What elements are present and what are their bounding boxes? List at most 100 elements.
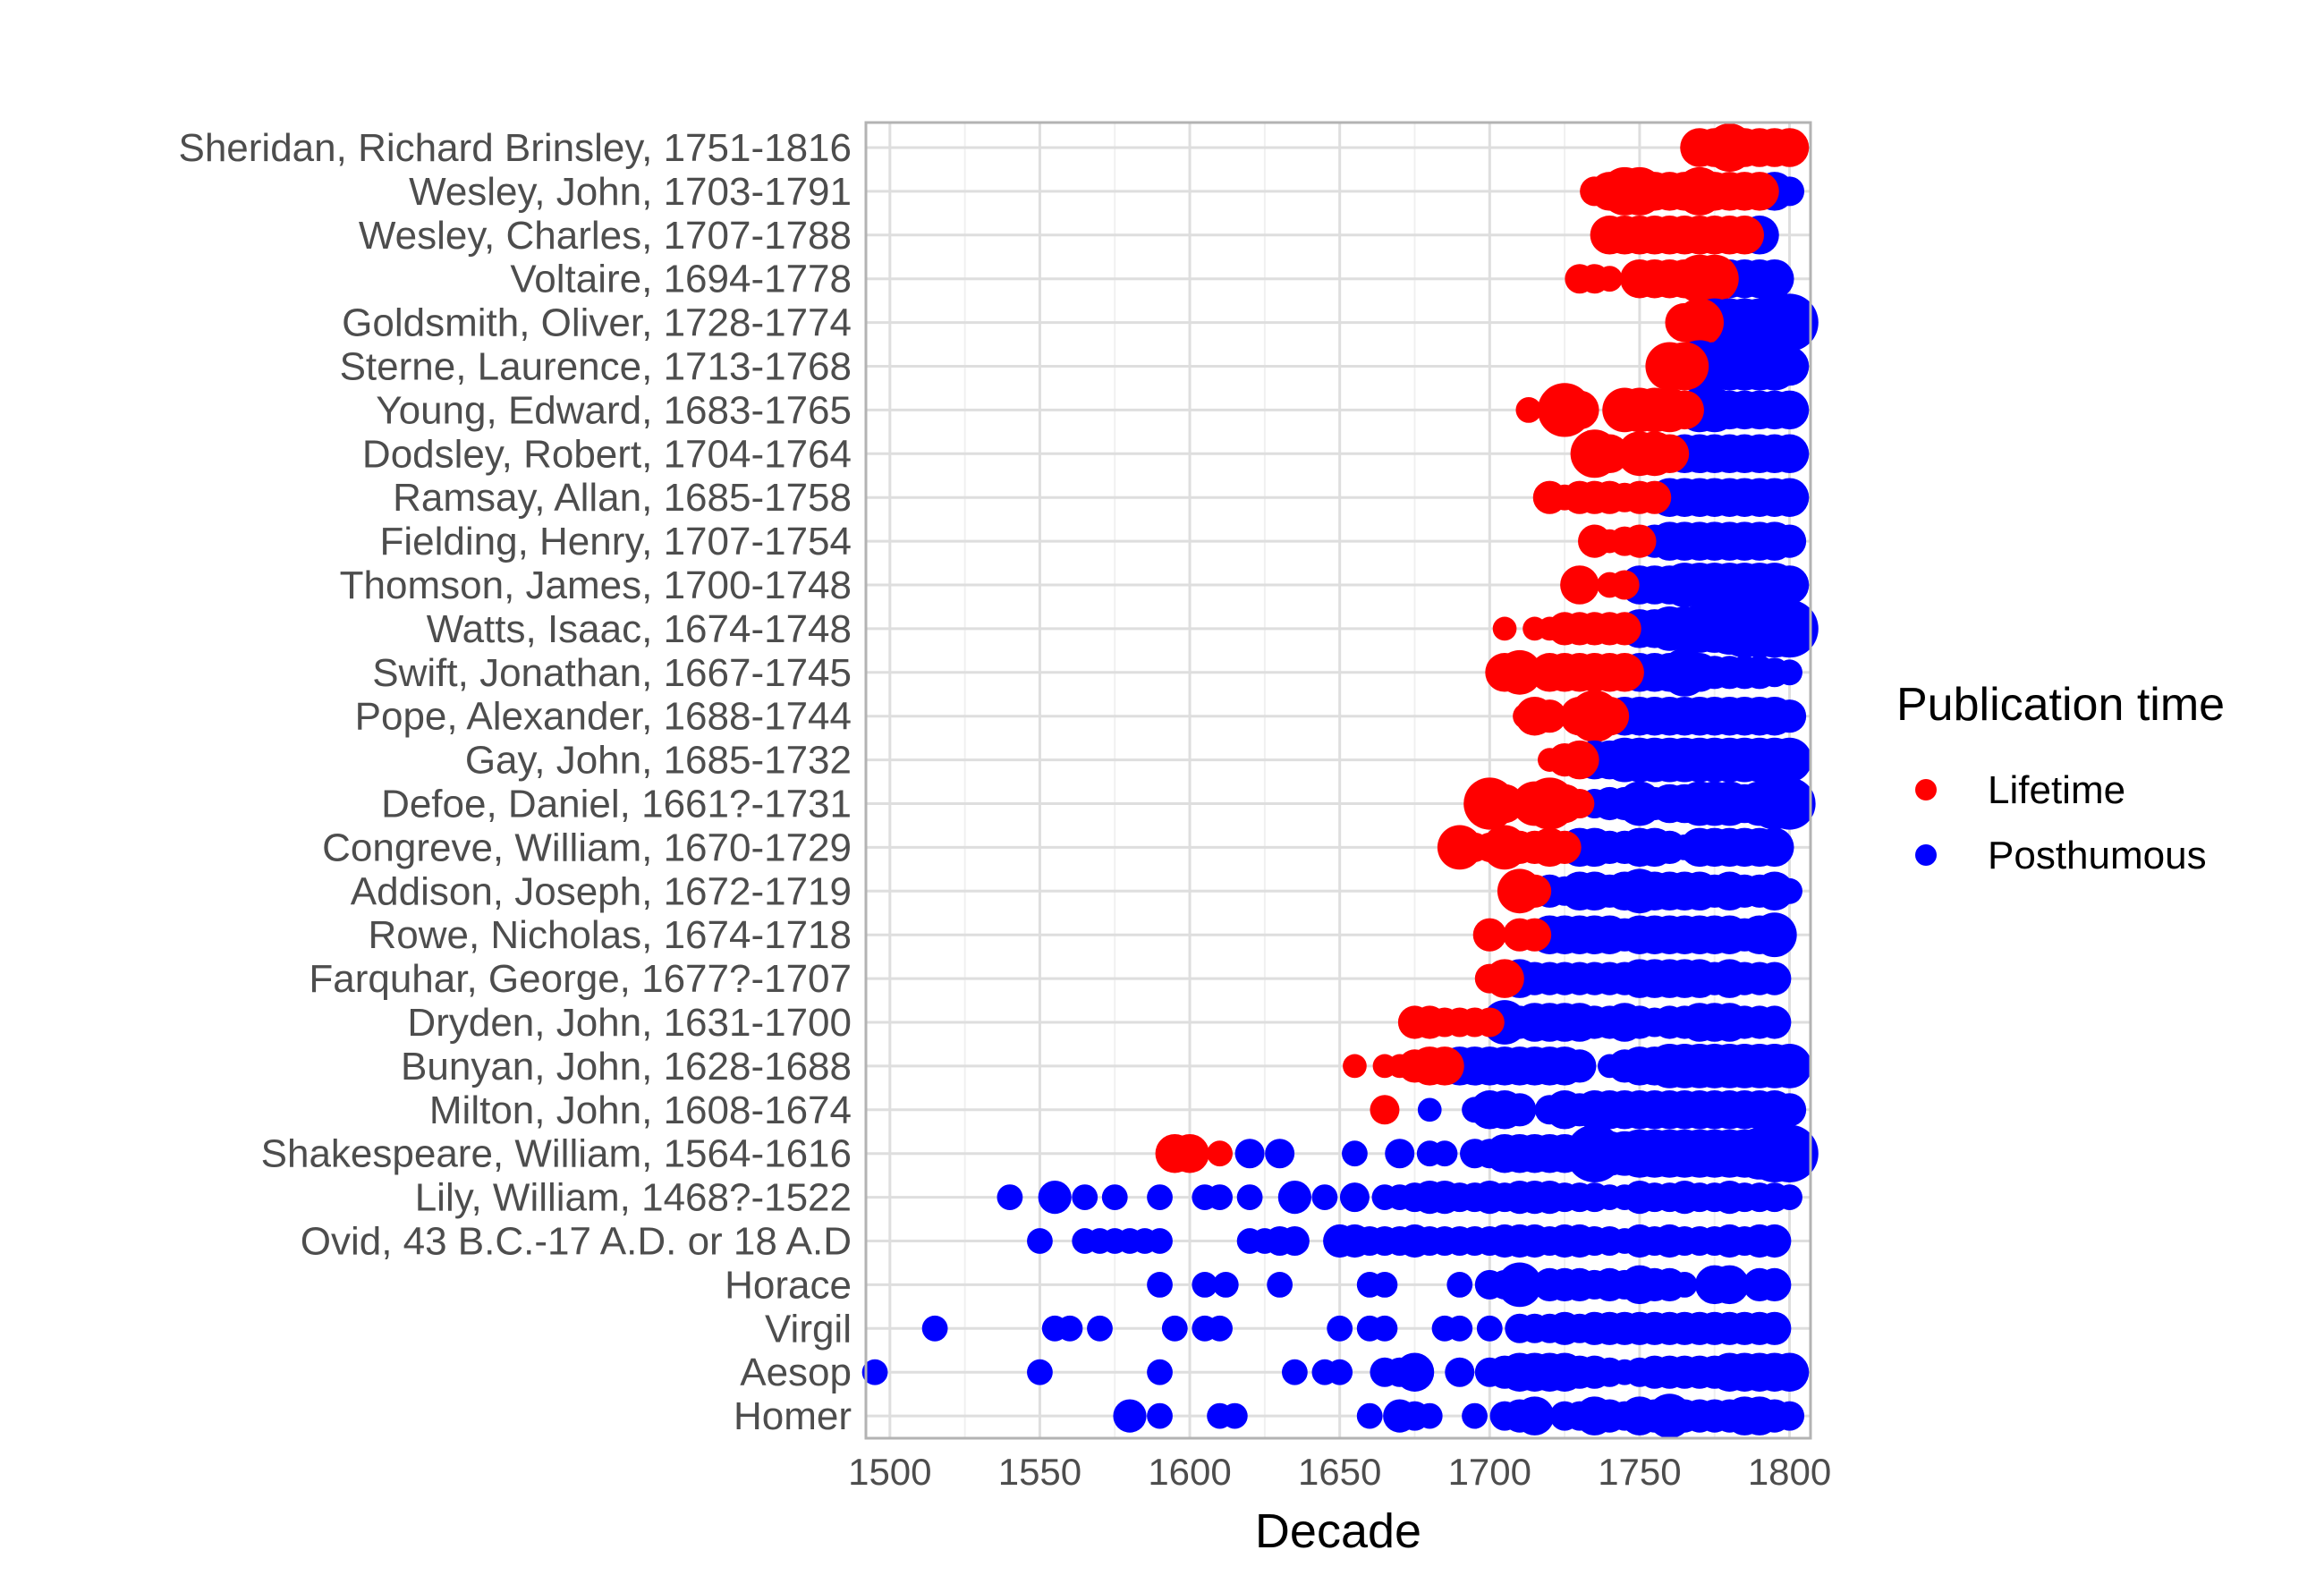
lifetime-point xyxy=(1690,254,1739,303)
lifetime-point xyxy=(1560,390,1599,430)
posthumous-point xyxy=(1147,1272,1173,1298)
author-label: Bunyan, John, 1628-1688 xyxy=(401,1045,852,1088)
x-tick-label: 1500 xyxy=(848,1451,931,1493)
lifetime-point xyxy=(1472,918,1506,952)
x-axis-ticks: 1500 1550 1600 1650 1700 1750 1800 xyxy=(848,1451,1831,1493)
posthumous-point xyxy=(1777,1184,1802,1210)
posthumous-point xyxy=(1751,912,1797,958)
posthumous-point xyxy=(1207,1315,1233,1342)
posthumous-point xyxy=(1709,1265,1750,1305)
legend-title: Publication time xyxy=(1896,679,2225,731)
author-label: Wesley, John, 1703-1791 xyxy=(409,170,852,214)
posthumous-point xyxy=(1234,1139,1265,1169)
posthumous-point xyxy=(1769,478,1810,517)
posthumous-point xyxy=(1763,777,1816,830)
posthumous-point xyxy=(1563,1049,1597,1083)
posthumous-point xyxy=(1758,1311,1792,1345)
posthumous-point xyxy=(1339,1182,1370,1213)
posthumous-point xyxy=(1446,1272,1473,1298)
legend-key-posthumous xyxy=(1915,844,1937,866)
author-label: Ovid, 43 B.C.-17 A.D. or 18 A.D xyxy=(301,1220,852,1264)
posthumous-point xyxy=(1777,877,1802,904)
legend-items: Lifetime Posthumous xyxy=(1915,768,2207,877)
author-label: Gay, John, 1685-1732 xyxy=(465,739,852,783)
posthumous-point xyxy=(1462,1402,1488,1429)
lifetime-point xyxy=(1515,397,1542,423)
panel-border xyxy=(864,121,1812,1440)
posthumous-point xyxy=(1395,1352,1435,1392)
lifetime-point xyxy=(1474,1007,1505,1038)
lifetime-point xyxy=(1560,740,1599,780)
lifetime-point xyxy=(1769,128,1810,167)
posthumous-point xyxy=(1192,1272,1218,1298)
author-label: Dodsley, Robert, 1704-1764 xyxy=(362,432,852,476)
posthumous-point xyxy=(1342,1140,1368,1167)
posthumous-point xyxy=(921,1315,948,1342)
posthumous-point xyxy=(1147,1402,1173,1429)
posthumous-point xyxy=(1445,1357,1475,1387)
posthumous-point xyxy=(1311,1184,1338,1210)
posthumous-point xyxy=(1497,1262,1542,1308)
lifetime-point xyxy=(1170,1133,1209,1173)
lifetime-point xyxy=(1497,649,1542,695)
y-axis-labels: Sheridan, Richard Brinsley, 1751-1816Wes… xyxy=(178,126,852,1438)
posthumous-point xyxy=(1671,1272,1698,1298)
posthumous-point xyxy=(1772,699,1807,733)
x-tick-label: 1650 xyxy=(1298,1451,1381,1493)
author-label: Lily, William, 1468?-1522 xyxy=(415,1176,852,1220)
posthumous-point xyxy=(1279,1226,1310,1256)
x-tick-label: 1750 xyxy=(1598,1451,1681,1493)
posthumous-point xyxy=(1769,565,1810,605)
x-tick-label: 1550 xyxy=(998,1451,1081,1493)
posthumous-point xyxy=(1113,1399,1147,1433)
posthumous-point xyxy=(1758,1267,1792,1301)
x-axis-title: Decade xyxy=(1255,1504,1421,1558)
posthumous-point xyxy=(1038,1181,1072,1215)
lifetime-point xyxy=(1590,434,1630,474)
lifetime-point xyxy=(1517,918,1552,952)
lifetime-point xyxy=(1605,653,1644,692)
lifetime-point xyxy=(1638,480,1672,514)
posthumous-point xyxy=(1385,1139,1415,1169)
posthumous-point xyxy=(1027,1359,1053,1385)
lifetime-point xyxy=(1725,216,1764,255)
author-label: Congreve, William, 1670-1729 xyxy=(322,826,852,869)
author-label: Wesley, Charles, 1707-1788 xyxy=(359,214,852,258)
posthumous-point xyxy=(1758,1005,1792,1039)
posthumous-point xyxy=(1327,1315,1353,1342)
posthumous-point xyxy=(1769,1352,1810,1392)
posthumous-point xyxy=(1147,1359,1173,1385)
posthumous-point xyxy=(1431,1140,1458,1167)
lifetime-point xyxy=(1517,874,1552,908)
author-label: Defoe, Daniel, 1661?-1731 xyxy=(381,783,852,826)
posthumous-point xyxy=(1775,176,1805,207)
author-label: Sheridan, Richard Brinsley, 1751-1816 xyxy=(178,126,852,170)
posthumous-point xyxy=(1147,1228,1173,1254)
lifetime-point xyxy=(1623,524,1657,558)
posthumous-point xyxy=(1101,1184,1128,1210)
author-label: Watts, Isaac, 1674-1748 xyxy=(427,607,852,651)
legend: Publication time Lifetime Posthumous xyxy=(1896,679,2225,877)
posthumous-point xyxy=(1772,524,1807,558)
posthumous-point xyxy=(1767,1044,1812,1088)
author-label: Sterne, Laurence, 1713-1768 xyxy=(340,345,852,389)
posthumous-point xyxy=(1769,390,1810,430)
x-tick-label: 1800 xyxy=(1748,1451,1831,1493)
posthumous-point xyxy=(1161,1315,1188,1342)
posthumous-point xyxy=(1327,1359,1353,1385)
author-label: Young, Edward, 1683-1765 xyxy=(376,388,852,432)
legend-key-lifetime xyxy=(1915,779,1937,800)
lifetime-point xyxy=(1650,434,1690,474)
posthumous-point xyxy=(1767,737,1812,783)
posthumous-point xyxy=(1760,1124,1819,1182)
posthumous-point xyxy=(1265,1139,1295,1169)
posthumous-point xyxy=(1760,293,1819,352)
posthumous-point xyxy=(1212,1272,1239,1298)
posthumous-point xyxy=(1772,1093,1807,1127)
posthumous-point xyxy=(1755,258,1794,299)
author-label: Farquhar, George, 1677?-1707 xyxy=(309,957,852,1001)
posthumous-point xyxy=(1417,1097,1442,1122)
lifetime-point xyxy=(1492,616,1517,641)
posthumous-point xyxy=(1446,1315,1473,1342)
lifetime-point xyxy=(1425,1046,1464,1086)
